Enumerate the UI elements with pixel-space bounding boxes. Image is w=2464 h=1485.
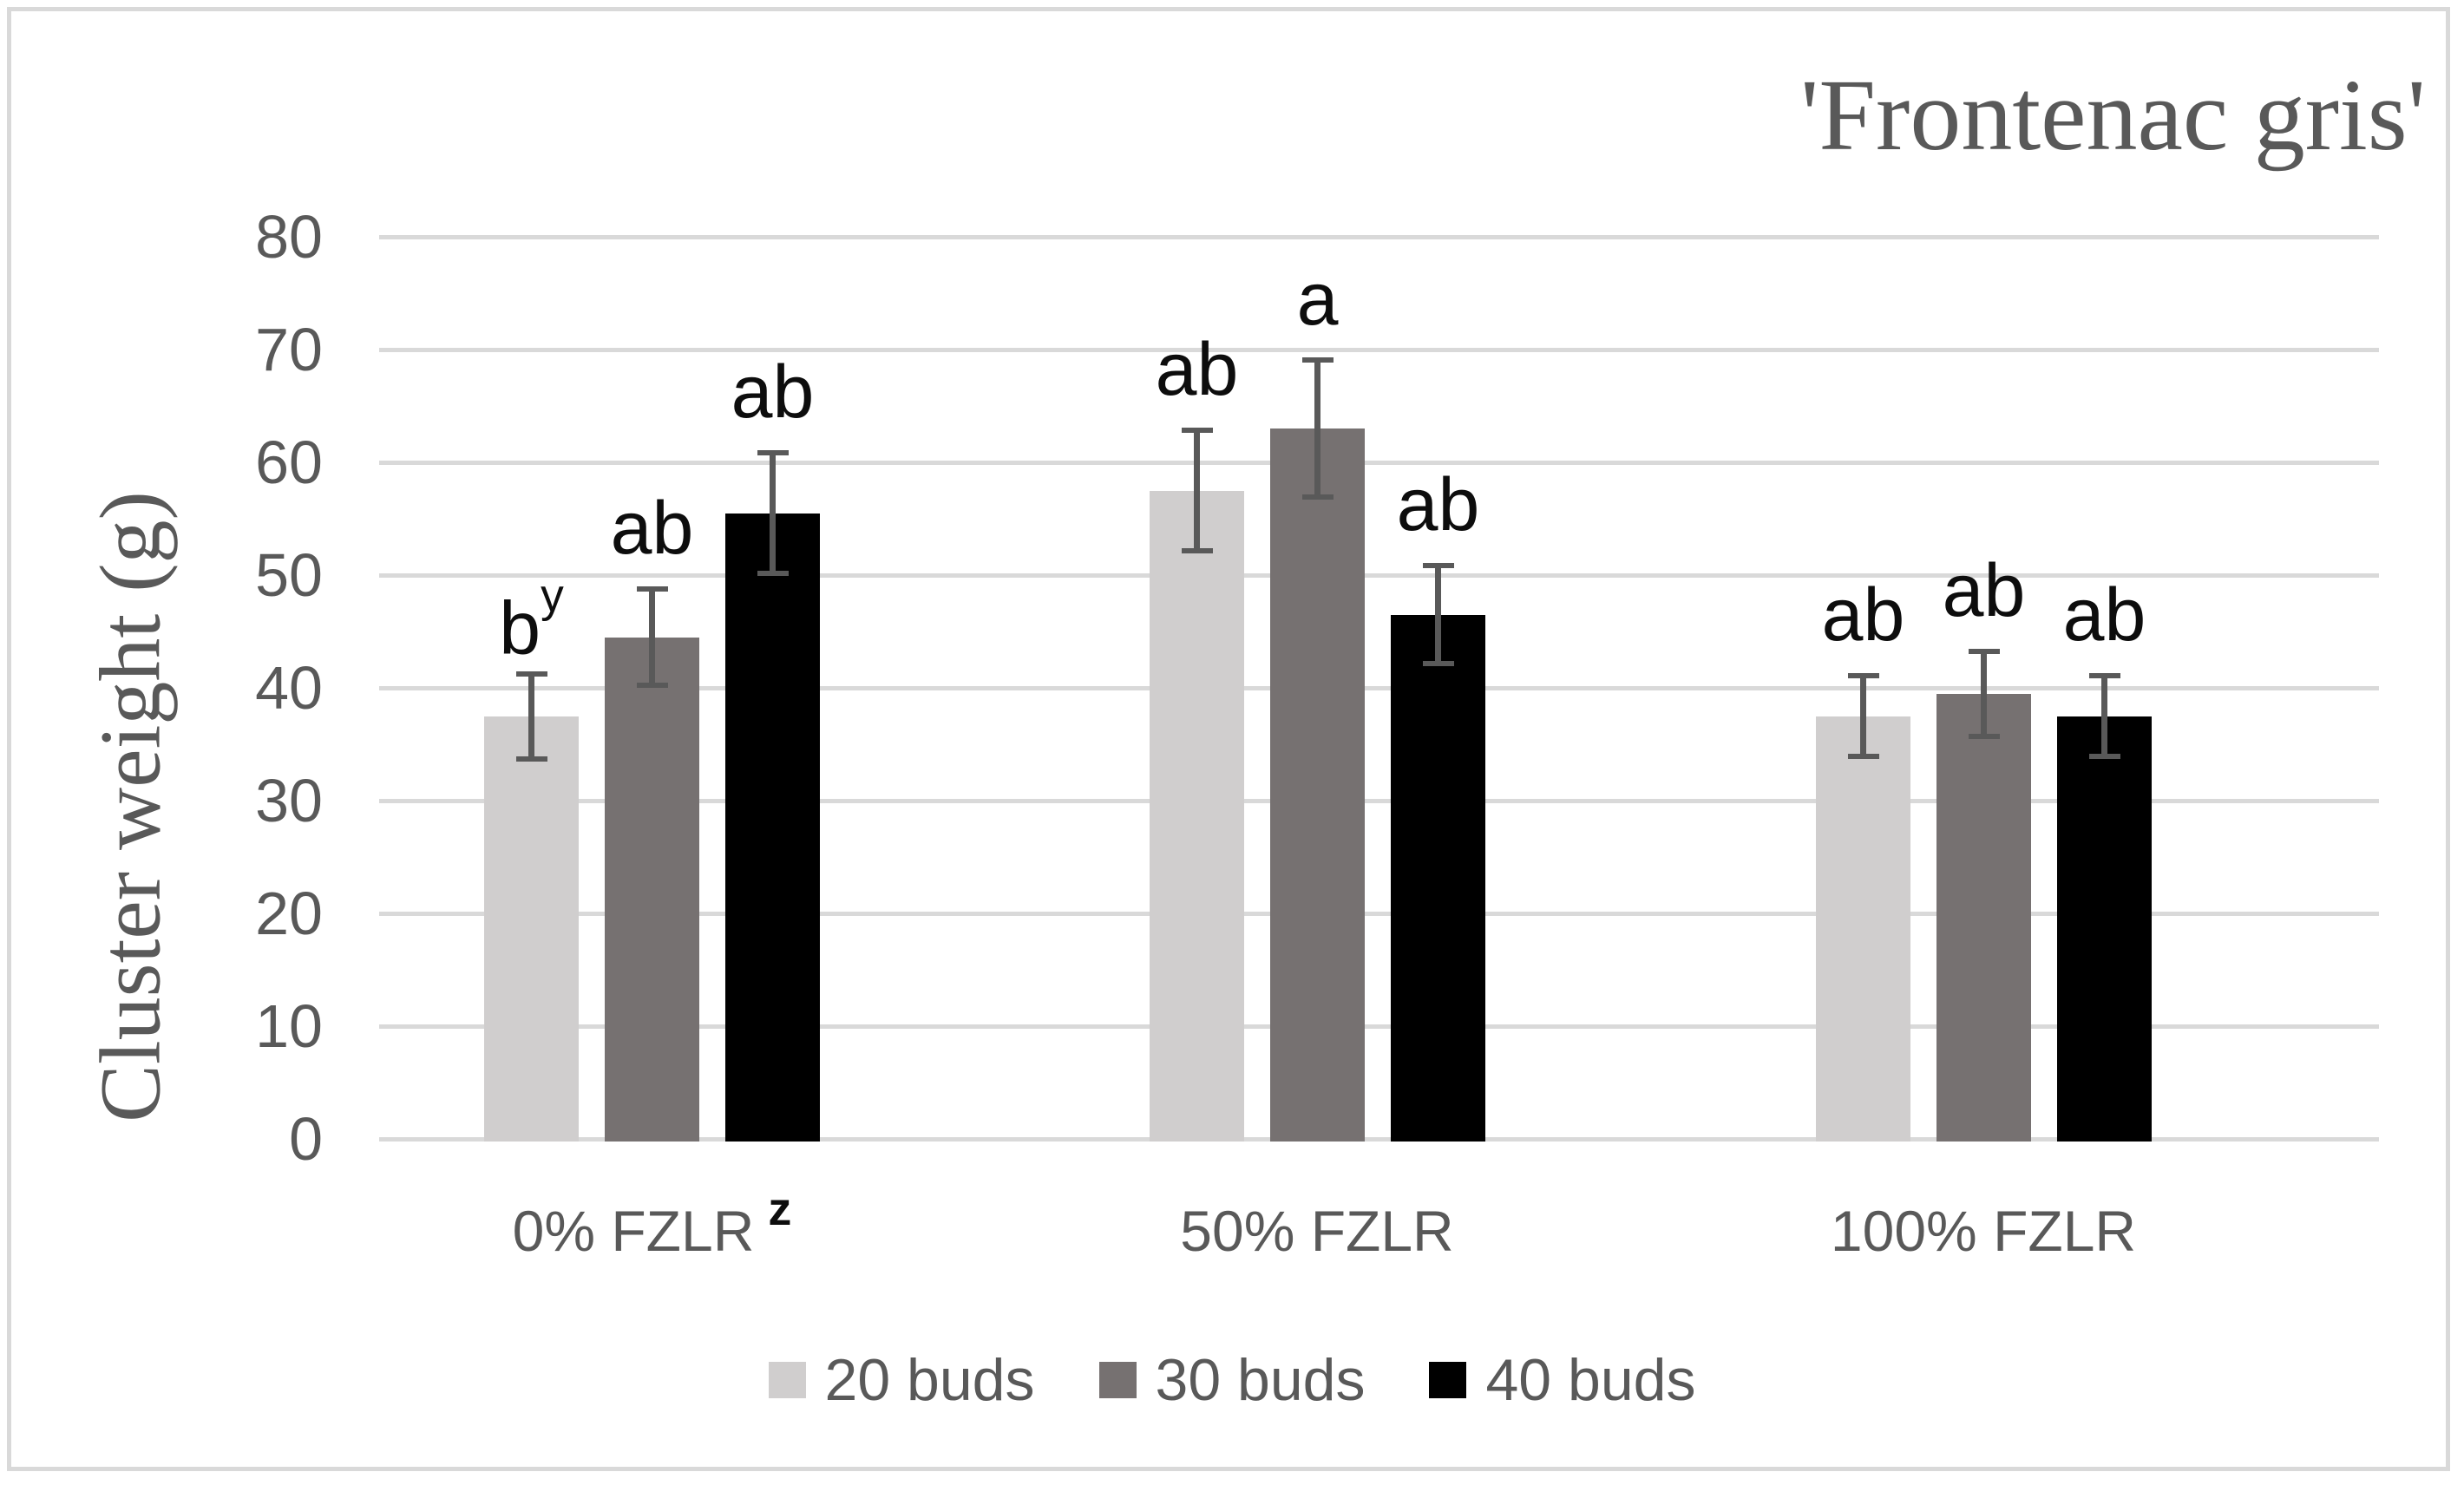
y-tick-label: 20	[255, 880, 323, 947]
gridline	[379, 1024, 2379, 1029]
bar-30-buds-cat1	[1270, 428, 1365, 1142]
bar-30-buds-cat2	[1936, 694, 2031, 1142]
error-bar-cap	[1848, 673, 1879, 678]
bar-40-buds-cat2	[2057, 716, 2152, 1142]
gridline	[379, 686, 2379, 690]
gridline	[379, 912, 2379, 916]
error-bar-cap	[1182, 428, 1213, 433]
legend-label: 20 buds	[824, 1347, 1035, 1413]
significance-label: by	[499, 571, 564, 671]
y-tick-label: 70	[255, 316, 323, 383]
significance-label: ab	[1942, 549, 2026, 632]
error-bar-cap	[637, 586, 668, 592]
error-bar	[1860, 673, 1866, 759]
error-bar-cap	[1969, 649, 2000, 654]
gridline	[379, 1137, 2379, 1142]
error-bar-cap	[757, 571, 789, 576]
error-bar-cap	[637, 683, 668, 688]
error-bar	[1194, 428, 1200, 553]
bar-40-buds-cat0	[725, 514, 820, 1142]
error-bar	[1981, 649, 1987, 739]
y-tick-label: 30	[255, 767, 323, 834]
error-bar-cap	[2089, 673, 2120, 678]
error-bar-cap	[1423, 563, 1454, 568]
y-tick-label: 10	[255, 992, 323, 1060]
x-axis-label: 100% FZLR	[1830, 1199, 2137, 1263]
error-bar-cap	[1302, 357, 1334, 363]
error-bar	[2101, 673, 2107, 759]
x-axis-label-superscript: z	[768, 1183, 792, 1235]
y-tick-label: 40	[255, 654, 323, 722]
legend-label: 30 buds	[1155, 1347, 1366, 1413]
legend-swatch	[1098, 1362, 1137, 1398]
legend: 20 buds 30 buds 40 buds	[0, 1346, 2464, 1414]
significance-label: ab	[1155, 328, 1239, 411]
significance-label: ab	[1821, 573, 1905, 657]
error-bar	[1435, 563, 1441, 666]
error-bar-cap	[1302, 494, 1334, 500]
error-bar-cap	[1969, 734, 2000, 739]
bar-20-buds-cat0	[484, 716, 579, 1142]
x-axis-label: 50% FZLR	[1180, 1199, 1454, 1263]
bar-40-buds-cat1	[1391, 615, 1485, 1142]
error-bar	[770, 450, 776, 576]
legend-item-30-buds: 30 buds	[1098, 1346, 1366, 1414]
significance-label: ab	[1396, 463, 1480, 546]
error-bar	[649, 586, 655, 688]
y-tick-label: 50	[255, 541, 323, 609]
legend-item-40-buds: 40 buds	[1429, 1346, 1695, 1414]
significance-label-superscript: y	[541, 571, 564, 623]
y-tick-label: 0	[289, 1105, 323, 1173]
significance-label: ab	[610, 487, 694, 570]
y-tick-label: 60	[255, 428, 323, 496]
gridline	[379, 461, 2379, 465]
x-axis-label: 0% FZLR z	[512, 1183, 792, 1263]
error-bar-cap	[2089, 754, 2120, 759]
chart-title: 'Frontenac gris'	[1800, 58, 2426, 172]
significance-label: ab	[2062, 573, 2146, 657]
error-bar-cap	[1423, 661, 1454, 666]
error-bar-cap	[757, 450, 789, 455]
gridline	[379, 573, 2379, 578]
bar-20-buds-cat1	[1150, 491, 1244, 1142]
error-bar	[1314, 357, 1320, 500]
error-bar	[528, 671, 534, 762]
significance-label: ab	[731, 350, 815, 434]
error-bar-cap	[516, 671, 547, 677]
error-bar-cap	[1848, 754, 1879, 759]
bar-20-buds-cat2	[1816, 716, 1910, 1142]
error-bar-cap	[1182, 548, 1213, 553]
legend-label: 40 buds	[1485, 1347, 1696, 1413]
error-bar-cap	[516, 756, 547, 762]
gridline	[379, 799, 2379, 803]
bar-30-buds-cat0	[605, 638, 699, 1142]
legend-swatch	[1429, 1362, 1467, 1398]
significance-label: a	[1296, 258, 1339, 341]
gridline	[379, 348, 2379, 352]
gridline	[379, 235, 2379, 239]
legend-swatch	[768, 1362, 806, 1398]
legend-item-20-buds: 20 buds	[768, 1346, 1035, 1414]
y-tick-label: 80	[255, 203, 323, 271]
